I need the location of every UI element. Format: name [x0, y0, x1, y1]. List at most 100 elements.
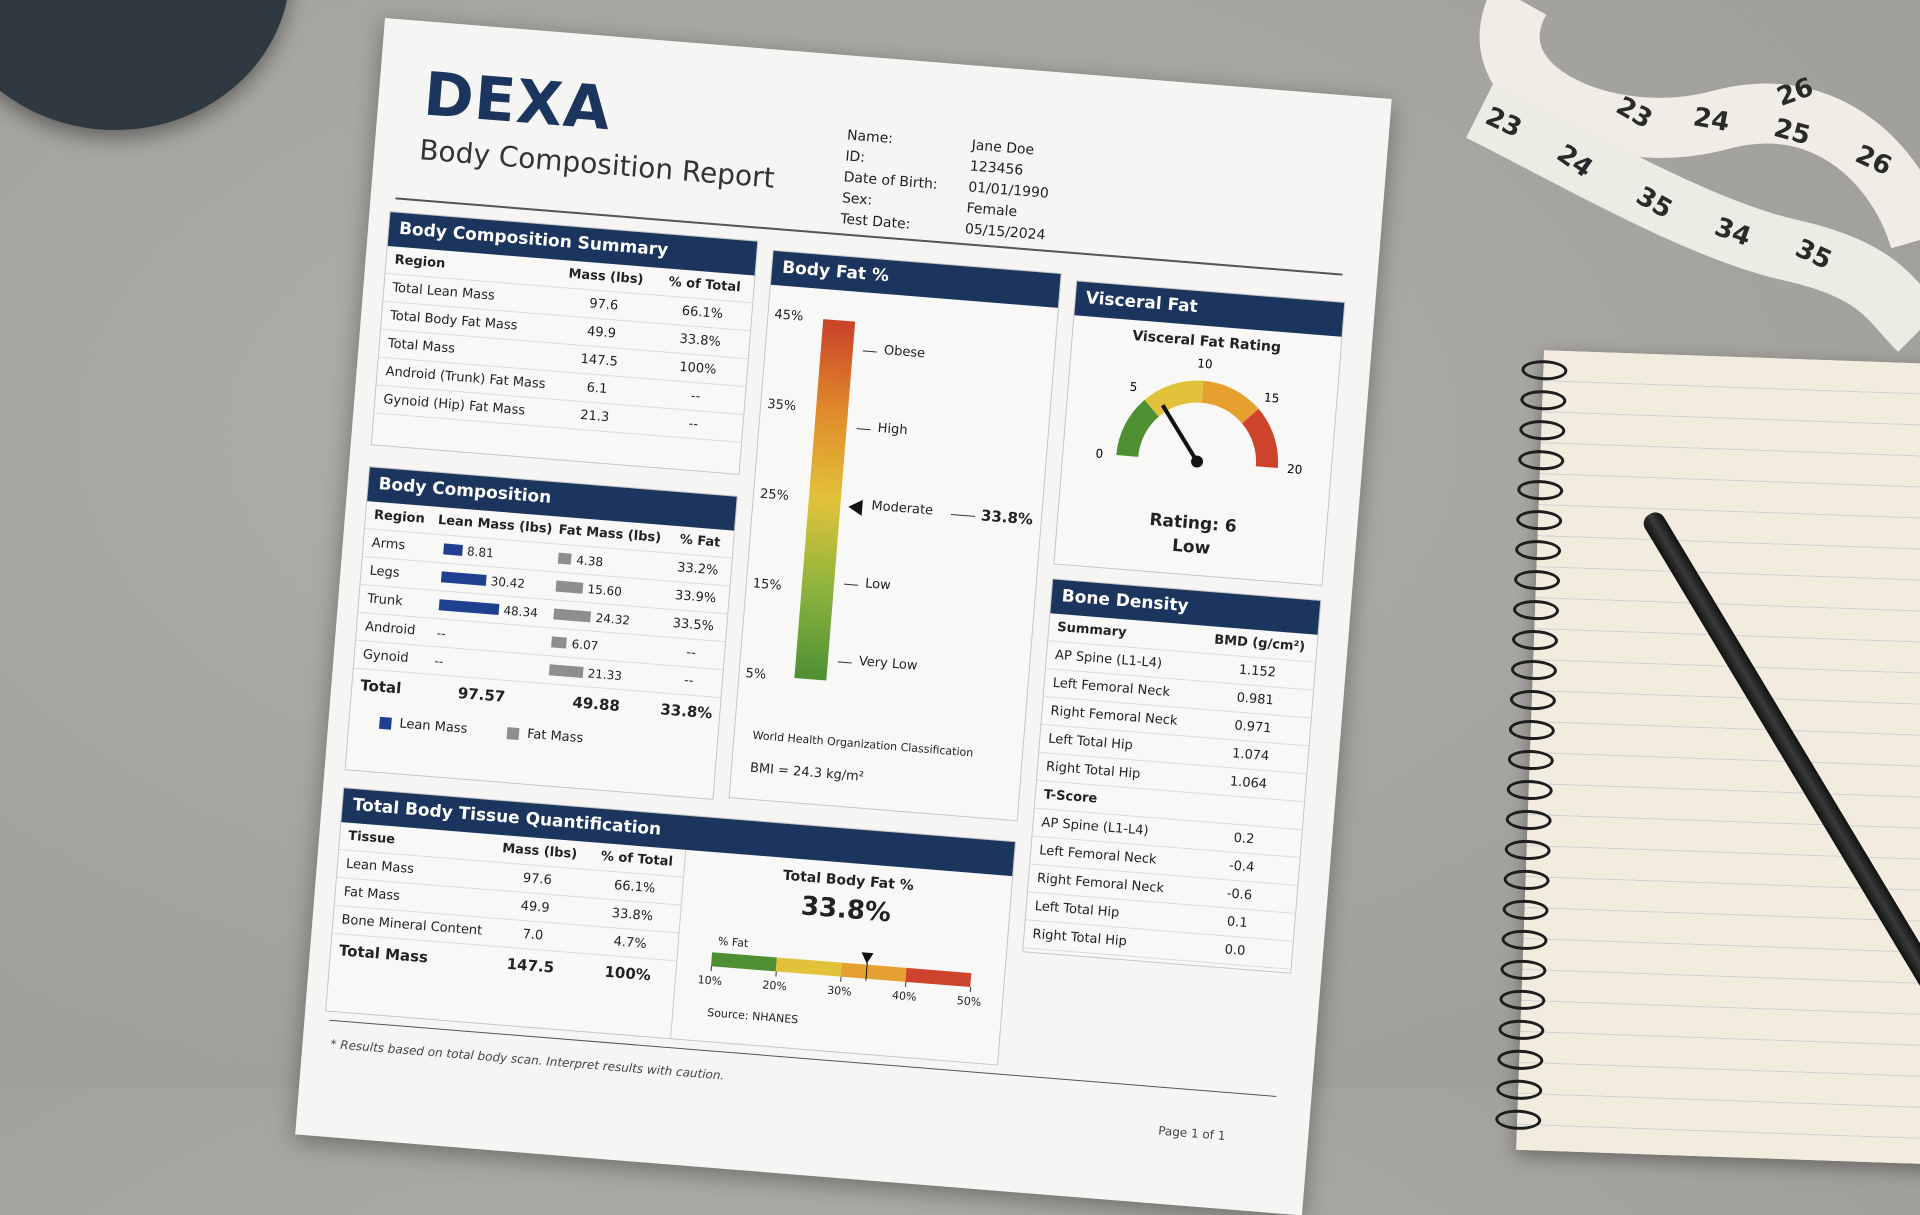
table-cell: --	[428, 625, 544, 648]
table-cell: 49.9	[586, 324, 617, 342]
table-cell: 100%	[678, 359, 718, 378]
table-cell: Android	[364, 619, 416, 639]
table-cell: 1.064	[1229, 774, 1268, 793]
patient-value: Female	[965, 200, 1018, 221]
class-label: High	[877, 420, 909, 439]
gauge-tick: 5	[1129, 380, 1138, 395]
table-cell: % Fat	[679, 532, 721, 551]
table-cell: 0.2	[1233, 830, 1255, 848]
table-cell: Right Total Hip	[1031, 926, 1128, 950]
spiral-ring	[1516, 479, 1564, 501]
table-cell: Arms	[371, 535, 406, 554]
table-cell: -0.6	[1226, 886, 1253, 904]
spiral-ring	[1502, 899, 1549, 921]
fat-tick-label: 50%	[956, 994, 982, 1009]
bar	[553, 608, 592, 623]
table-cell: 33.9%	[674, 588, 717, 607]
table-cell: --	[685, 645, 697, 661]
bar	[443, 543, 463, 556]
bar-value: 8.81	[466, 543, 495, 560]
bar	[440, 571, 487, 586]
gauge-tick: 15	[1263, 390, 1279, 405]
bar-value: 21.33	[587, 665, 623, 683]
table-cell: Region	[373, 507, 426, 527]
gauge-tick: 10	[1197, 356, 1213, 371]
fat-tick-label: 10%	[697, 973, 723, 989]
table-cell: Legs	[368, 563, 401, 581]
table-cell: Mass (lbs)	[501, 841, 578, 863]
footnote: * Results based on total body scan. Inte…	[329, 1036, 725, 1083]
rating-value: 6	[1223, 516, 1238, 537]
legend-item: Lean Mass	[379, 715, 468, 737]
patient-label: Date of Birth:	[843, 169, 939, 193]
composition-panel: Body Composition Region Lean Mass (lbs) Fat…	[344, 466, 738, 800]
class-dash	[862, 350, 877, 353]
bmi: BMI = 24.3 kg/m²	[749, 760, 865, 785]
class-label: Low	[864, 576, 892, 594]
table-cell: 4.38	[550, 551, 666, 574]
table-cell: Mass (lbs)	[567, 266, 644, 288]
table-cell: 30.42	[433, 569, 549, 592]
gauge-arc	[1144, 380, 1204, 417]
class-dash	[844, 583, 859, 586]
gauge-tick: 20	[1287, 462, 1303, 477]
tape-band	[1466, 82, 1920, 352]
table-cell: 147.5	[580, 351, 619, 370]
bar-value: 6.07	[571, 636, 599, 653]
spiral-ring	[1494, 1108, 1542, 1131]
bar-value: --	[434, 653, 444, 669]
spiral-ring	[1515, 509, 1563, 531]
patient-label: Name:	[846, 127, 894, 148]
bar-value: --	[436, 625, 447, 641]
table-cell: 97.6	[522, 870, 553, 889]
class-label: Moderate	[870, 498, 934, 519]
table-cell: 147.5	[506, 954, 555, 977]
tissue-panel: Total Body Tissue Quantification Tissue Ma…	[325, 787, 1017, 1066]
spiral-ring	[1498, 1019, 1545, 1041]
gauge-arc	[1241, 409, 1279, 469]
spiral-ring	[1518, 419, 1566, 441]
report-paper: DEXA Body Composition Report Name: Jane Doe…	[295, 18, 1392, 1215]
tape-number: 24	[1691, 102, 1732, 138]
classification-note: World Health Organization Classification	[752, 728, 974, 760]
table-cell: 97.6	[588, 296, 619, 314]
bar	[555, 580, 584, 594]
class-label: Very Low	[858, 654, 918, 674]
spiral-ring	[1513, 569, 1561, 591]
spiral-ring	[1517, 449, 1565, 471]
spiral-ring	[1508, 719, 1556, 741]
fat-scale-bar	[794, 319, 856, 681]
source: Source: NHANES	[706, 1006, 799, 1027]
table-cell: 49.9	[520, 898, 551, 917]
table-cell: --	[683, 673, 695, 689]
fat-band	[905, 967, 972, 988]
spiral-ring	[1510, 659, 1558, 681]
total-fat-chart: Total Body Fat % 33.8%% Fat 10% 20% 30% 40% 50…	[680, 853, 1004, 1062]
spiral-ring	[1511, 629, 1559, 651]
table-cell: BMD (g/cm²)	[1213, 632, 1306, 655]
patient-label: Test Date:	[839, 211, 911, 233]
body-fat-value: 33.8%	[980, 506, 1034, 529]
table-cell: --	[426, 653, 542, 676]
table-cell: --	[688, 416, 699, 433]
table-cell: 21.33	[541, 662, 657, 685]
spiral-ring	[1509, 689, 1557, 711]
bar-value: 4.38	[575, 552, 604, 569]
patient-label: Sex:	[841, 190, 873, 209]
fat-band	[840, 962, 907, 982]
gauge-arc	[1116, 399, 1160, 458]
table-cell: 4.7%	[613, 934, 648, 952]
table-cell: 1.152	[1238, 662, 1277, 681]
table-cell: 7.0	[521, 927, 544, 944]
table-cell: 6.1	[586, 380, 608, 397]
scale-label: 35%	[766, 396, 797, 415]
spiral-ring	[1504, 839, 1551, 861]
tissue-table: Tissue Mass (lbs)% of Total Lean Mass 97.6 6…	[326, 822, 687, 1039]
class-dash	[837, 661, 852, 664]
spiral-ring	[1507, 749, 1555, 771]
legend-label: Lean Mass	[398, 716, 468, 737]
fat-tick	[840, 976, 842, 982]
